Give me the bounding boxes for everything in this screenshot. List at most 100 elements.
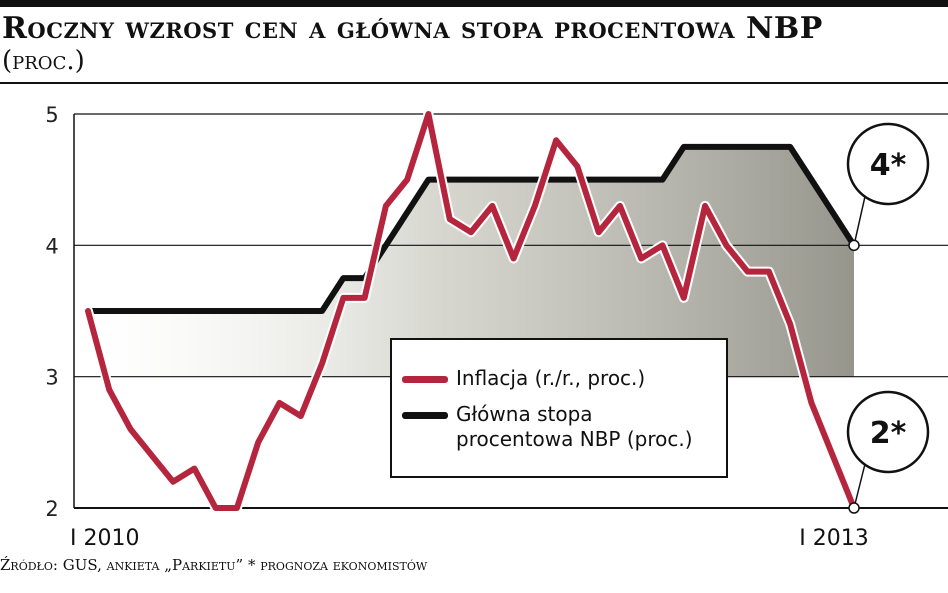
rate-point [704, 146, 706, 148]
inflation-point [321, 362, 323, 365]
rate-point [193, 310, 196, 312]
rate-point [512, 178, 515, 181]
y-axis-ticks: 2 3 4 5 [45, 103, 58, 521]
chart-title: Roczny wzrost cen a główna stopa procent… [2, 11, 823, 46]
rate-point [640, 178, 643, 181]
inflation-point [172, 480, 174, 483]
x-tick-label: I 2010 [70, 526, 139, 551]
inflation-point [470, 231, 472, 233]
callout-rate-circle [846, 122, 930, 206]
inflation-point [108, 389, 111, 391]
inflation-point [725, 244, 728, 247]
rate-point [427, 178, 430, 181]
rate-point [491, 178, 494, 181]
callout-inflation-circle [846, 390, 930, 474]
inflation-point [661, 244, 664, 247]
rate-point [789, 146, 791, 148]
series-inflation [83, 109, 859, 513]
legend-label-inflation: Inflacja (r./r., proc.) [456, 366, 646, 390]
x-axis: I 2010 I 2013 [70, 526, 869, 551]
inflation-point [746, 270, 749, 273]
chart-subtitle: (proc.) [2, 46, 85, 76]
rate-point [768, 146, 770, 148]
inflation-point [363, 297, 366, 299]
rate-point [831, 211, 834, 214]
legend-label-rate: Główna stopa procentowa NBP (proc.) [456, 402, 693, 451]
legend-swatch-rate [402, 412, 448, 419]
inflation-point [512, 257, 515, 260]
callout-inflation-label: 2* [870, 416, 907, 451]
y-tick-label: 4 [45, 234, 58, 258]
callout-rate-label: 4* [870, 148, 907, 183]
inflation-point [768, 270, 770, 273]
inflation-point [87, 310, 89, 312]
rate-point [470, 178, 472, 181]
rate-point [661, 178, 664, 181]
inflation-point [385, 205, 387, 207]
inflation-point [534, 205, 536, 207]
inflation-point [555, 139, 557, 142]
x-tick-label: I 2013 [799, 526, 868, 551]
rate-point [725, 146, 728, 148]
inflation-point [257, 441, 260, 444]
rate-point [299, 310, 302, 312]
rate-point [342, 277, 345, 279]
legend: Inflacja (r./r., proc.) Główna stopa pro… [390, 338, 728, 478]
rate-point [129, 310, 132, 312]
rate-point [321, 310, 323, 312]
inflation-point [491, 205, 494, 207]
inflation-point [406, 178, 408, 181]
inflation-point [427, 113, 430, 115]
callout-inflation-marker [848, 502, 860, 514]
rate-point [682, 146, 685, 148]
rate-point [619, 178, 621, 181]
rate-point [597, 178, 600, 181]
callout-inflation-leader [853, 459, 867, 509]
rate-point [448, 178, 451, 181]
inflation-point [597, 231, 600, 233]
callout-rate-leader [853, 191, 867, 246]
inflation-point [810, 402, 813, 404]
inflation-point [682, 297, 685, 299]
rate-point [555, 178, 557, 181]
top-rule [0, 0, 948, 7]
inflation-point [704, 205, 706, 207]
inflation-point [129, 428, 132, 431]
inflation-point [193, 467, 196, 470]
inflation-point [831, 454, 834, 457]
rate-point [257, 310, 260, 312]
inflation-point [299, 415, 302, 417]
inflation-point [278, 402, 281, 404]
rate-point [746, 146, 749, 148]
rate-point [406, 211, 408, 214]
rate-point [534, 178, 536, 181]
rate-point [236, 310, 238, 312]
fill-region [88, 146, 854, 377]
gap-fill-area [88, 146, 854, 377]
inflation-point [151, 454, 153, 457]
inflation-point [789, 323, 791, 325]
rate-point [385, 244, 387, 247]
inflation-point [576, 165, 579, 168]
inflation-point [640, 257, 643, 260]
callout-rate-marker [848, 239, 860, 252]
rate-point [151, 310, 153, 312]
inflation-point [236, 507, 238, 509]
rate-point [108, 310, 111, 312]
rate-point [172, 310, 174, 312]
rate-point [278, 310, 281, 312]
rate-point [214, 310, 217, 312]
inflation-point [342, 297, 345, 299]
y-tick-label: 5 [45, 103, 58, 127]
inflation-point [448, 218, 451, 220]
legend-item-inflation: Inflacja (r./r., proc.) [402, 366, 716, 391]
forecast-callouts: 4* 2* [846, 122, 930, 514]
inflation-point [214, 507, 217, 509]
legend-swatch-inflation [402, 376, 448, 383]
y-tick-label: 2 [45, 497, 58, 521]
inflation-point [619, 205, 621, 207]
rate-point [810, 178, 813, 181]
source-note: Źródło: GUS, ankieta „Parkietu” * progno… [0, 556, 428, 574]
y-tick-label: 3 [45, 366, 58, 390]
